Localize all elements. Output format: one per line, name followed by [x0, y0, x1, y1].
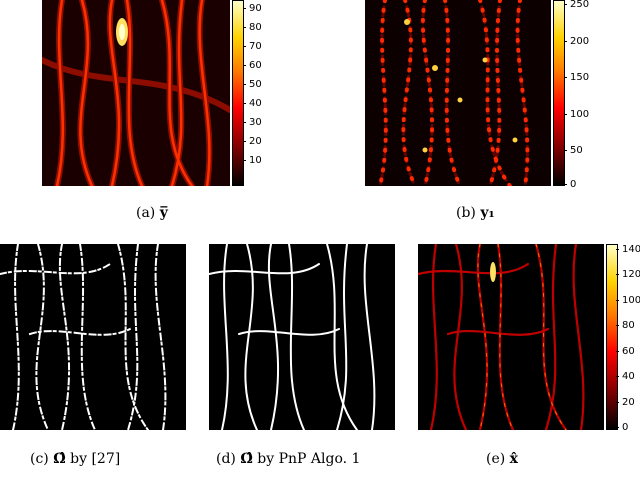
colorbar-tick: 0 — [615, 422, 629, 433]
caption-symbol: Ω̂ — [240, 451, 253, 467]
colorbar-tick: 20 — [243, 136, 262, 147]
colorbar-tick: 30 — [243, 117, 262, 128]
caption-c: (c) Ω̂ by [27] — [30, 451, 120, 467]
colorbar-tick: 250 — [563, 0, 590, 10]
caption-label: (d) — [216, 451, 236, 467]
colorbar-tick: 60 — [616, 346, 635, 357]
colorbar-tick: 150 — [563, 72, 590, 83]
colorbar-tick: 40 — [616, 371, 635, 382]
colorbar-tick: 60 — [243, 60, 262, 71]
colorbar-tick: 70 — [243, 41, 262, 52]
caption-text: by [27] — [70, 451, 121, 467]
caption-a: (a) y̅ — [136, 205, 168, 221]
colorbar-tick: 200 — [563, 36, 590, 47]
panel-a-colorbar — [232, 0, 244, 186]
panel-b-colorbar — [553, 0, 565, 186]
colorbar-tick: 40 — [243, 98, 262, 109]
colorbar-tick: 10 — [243, 155, 262, 166]
colorbar-tick: 100 — [563, 109, 590, 120]
caption-label: (b) — [456, 205, 476, 221]
caption-label: (a) — [136, 205, 156, 221]
caption-d: (d) Ω̂ by PnP Algo. 1 — [216, 451, 360, 467]
colorbar-tick: 0 — [563, 179, 577, 190]
colorbar-tick: 80 — [243, 22, 262, 33]
panel-e-image — [418, 244, 604, 430]
colorbar-tick: 50 — [243, 79, 262, 90]
panel-b-image — [365, 0, 551, 186]
colorbar-tick: 90 — [243, 3, 262, 14]
colorbar-tick: 50 — [564, 145, 583, 156]
colorbar-tick: 140 — [615, 244, 640, 255]
caption-symbol: y₁ — [480, 205, 495, 221]
colorbar-tick: 20 — [616, 397, 635, 408]
caption-label: (e) — [486, 451, 506, 467]
caption-b: (b) y₁ — [456, 205, 495, 221]
panel-a-image — [42, 0, 230, 186]
caption-symbol: x̂ — [509, 451, 519, 467]
caption-label: (c) — [30, 451, 49, 467]
caption-e: (e) x̂ — [486, 451, 518, 467]
panel-c-image — [0, 244, 186, 430]
caption-symbol: Ω̂ — [53, 451, 66, 467]
caption-text: by PnP Algo. 1 — [257, 451, 361, 467]
panel-d-image — [209, 244, 395, 430]
colorbar-tick: 100 — [615, 295, 640, 306]
colorbar-tick: 80 — [616, 320, 635, 331]
caption-symbol: y̅ — [159, 205, 168, 221]
panel-e-colorbar — [606, 244, 618, 430]
colorbar-tick: 120 — [615, 269, 640, 280]
